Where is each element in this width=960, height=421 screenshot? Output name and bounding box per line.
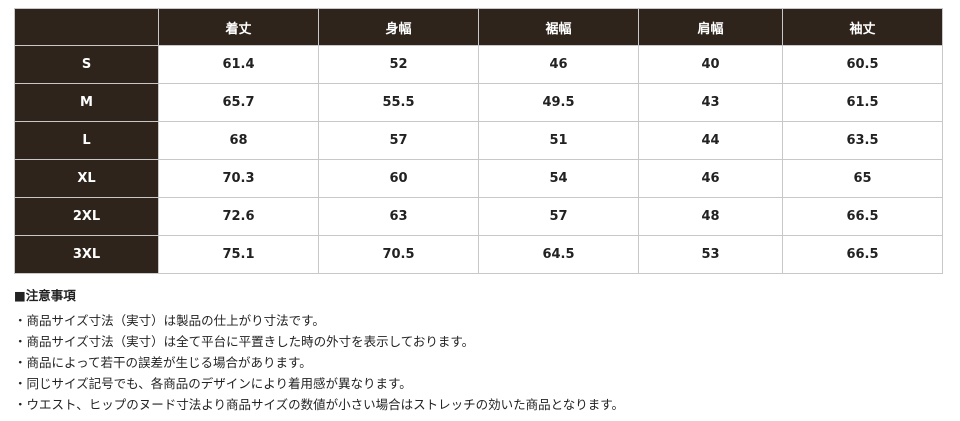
measurement-cell: 61.5 [782,83,943,122]
measurement-cell: 53 [638,235,783,274]
measurement-cell: 64.5 [478,235,639,274]
measurement-cell: 65 [782,159,943,198]
size-label: S [14,45,159,84]
measurement-cell: 54 [478,159,639,198]
note-item: ・商品サイズ寸法（実寸）は製品の仕上がり寸法です。 [14,313,325,328]
note-item: ・商品サイズ寸法（実寸）は全て平台に平置きした時の外寸を表示しております。 [14,334,475,349]
measurement-cell: 65.7 [158,83,319,122]
measurement-cell: 63 [318,197,479,236]
column-header: 袖丈 [782,8,943,46]
measurement-cell: 40 [638,45,783,84]
column-header: 肩幅 [638,8,783,46]
notes: ■注意事項 ・商品サイズ寸法（実寸）は製品の仕上がり寸法です。・商品サイズ寸法（… [14,289,624,415]
column-header: 着丈 [158,8,319,46]
measurement-cell: 44 [638,121,783,160]
table-row: XL 70.3 60 54 46 65 [14,159,943,198]
measurement-cell: 72.6 [158,197,319,236]
measurement-cell: 57 [318,121,479,160]
size-table: 着丈 身幅 裾幅 肩幅 袖丈 S 61.4 52 46 40 60.5 M 65.7 55.5 49.5 4… [14,8,943,274]
measurement-cell: 60.5 [782,45,943,84]
measurement-cell: 63.5 [782,121,943,160]
column-header: 身幅 [318,8,479,46]
table-row: 3XL 75.1 70.5 64.5 53 66.5 [14,235,943,274]
measurement-cell: 55.5 [318,83,479,122]
measurement-cell: 70.5 [318,235,479,274]
measurement-cell: 66.5 [782,235,943,274]
measurement-cell: 52 [318,45,479,84]
measurement-cell: 46 [638,159,783,198]
measurement-cell: 49.5 [478,83,639,122]
size-label: 2XL [14,197,159,236]
table-row: S 61.4 52 46 40 60.5 [14,45,943,84]
corner-cell [14,8,159,46]
note-item: ・商品によって若干の誤差が生じる場合があります。 [14,355,312,370]
measurement-cell: 66.5 [782,197,943,236]
table-row: 2XL 72.6 63 57 48 66.5 [14,197,943,236]
measurement-cell: 60 [318,159,479,198]
notes-title: ■注意事項 [14,288,76,303]
measurement-cell: 43 [638,83,783,122]
measurement-cell: 68 [158,121,319,160]
header-row: 着丈 身幅 裾幅 肩幅 袖丈 [14,8,943,46]
measurement-cell: 46 [478,45,639,84]
measurement-cell: 75.1 [158,235,319,274]
measurement-cell: 48 [638,197,783,236]
size-label: 3XL [14,235,159,274]
measurement-cell: 51 [478,121,639,160]
size-label: M [14,83,159,122]
table-row: L 68 57 51 44 63.5 [14,121,943,160]
note-item: ・ウエスト、ヒップのヌード寸法より商品サイズの数値が小さい場合はストレッチの効い… [14,397,625,412]
measurement-cell: 61.4 [158,45,319,84]
column-header: 裾幅 [478,8,639,46]
measurement-cell: 70.3 [158,159,319,198]
size-label: XL [14,159,159,198]
measurement-cell: 57 [478,197,639,236]
note-item: ・同じサイズ記号でも、各商品のデザインにより着用感が異なります。 [14,376,412,391]
size-label: L [14,121,159,160]
table-row: M 65.7 55.5 49.5 43 61.5 [14,83,943,122]
